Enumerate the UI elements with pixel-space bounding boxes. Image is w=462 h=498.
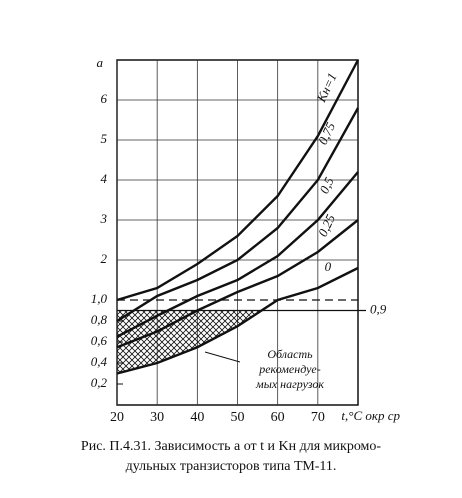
y-tick-label: 0,4 bbox=[91, 354, 108, 369]
curve-label: 0,25 bbox=[315, 211, 338, 238]
recommended-region bbox=[117, 310, 262, 374]
threshold-label: 0,9 bbox=[370, 301, 387, 316]
y-tick-label: 4 bbox=[101, 171, 108, 186]
x-axis-label: t,°C окр ср bbox=[341, 408, 400, 423]
x-tick-label: 70 bbox=[311, 410, 325, 425]
y-tick-label: 1,0 bbox=[91, 291, 108, 306]
curve bbox=[116, 59, 360, 302]
x-tick-label: 20 bbox=[110, 410, 124, 425]
caption: дульных транзисторов типа ТМ-11. bbox=[126, 459, 337, 474]
x-tick-label: 50 bbox=[231, 410, 245, 425]
x-tick-label: 60 bbox=[271, 410, 285, 425]
x-tick-label: 40 bbox=[190, 410, 204, 425]
region-label: мых нагрузок bbox=[255, 377, 324, 391]
y-tick-label: 0,6 bbox=[91, 333, 108, 348]
y-tick-label: 0,2 bbox=[91, 375, 108, 390]
y-axis-label: a bbox=[97, 55, 104, 70]
curve bbox=[116, 219, 359, 349]
region-label: рекомендуе- bbox=[258, 362, 321, 376]
curve-label: 0,75 bbox=[315, 119, 338, 146]
curve bbox=[116, 266, 359, 375]
region-label: Область bbox=[267, 347, 313, 361]
y-tick-label: 5 bbox=[101, 131, 108, 146]
x-tick-label: 30 bbox=[150, 410, 164, 425]
y-tick-label: 3 bbox=[100, 211, 108, 226]
curve-label: 0 bbox=[325, 259, 332, 274]
leader-line bbox=[204, 351, 241, 363]
curve bbox=[116, 107, 360, 323]
y-tick-label: 6 bbox=[101, 91, 108, 106]
caption: Рис. П.4.31. Зависимость a от t и Kн для… bbox=[81, 439, 381, 454]
y-tick-label: 0,8 bbox=[91, 312, 108, 327]
curve bbox=[116, 171, 359, 338]
y-tick-label: 2 bbox=[101, 251, 108, 266]
curve-label: 0,5 bbox=[316, 174, 337, 196]
